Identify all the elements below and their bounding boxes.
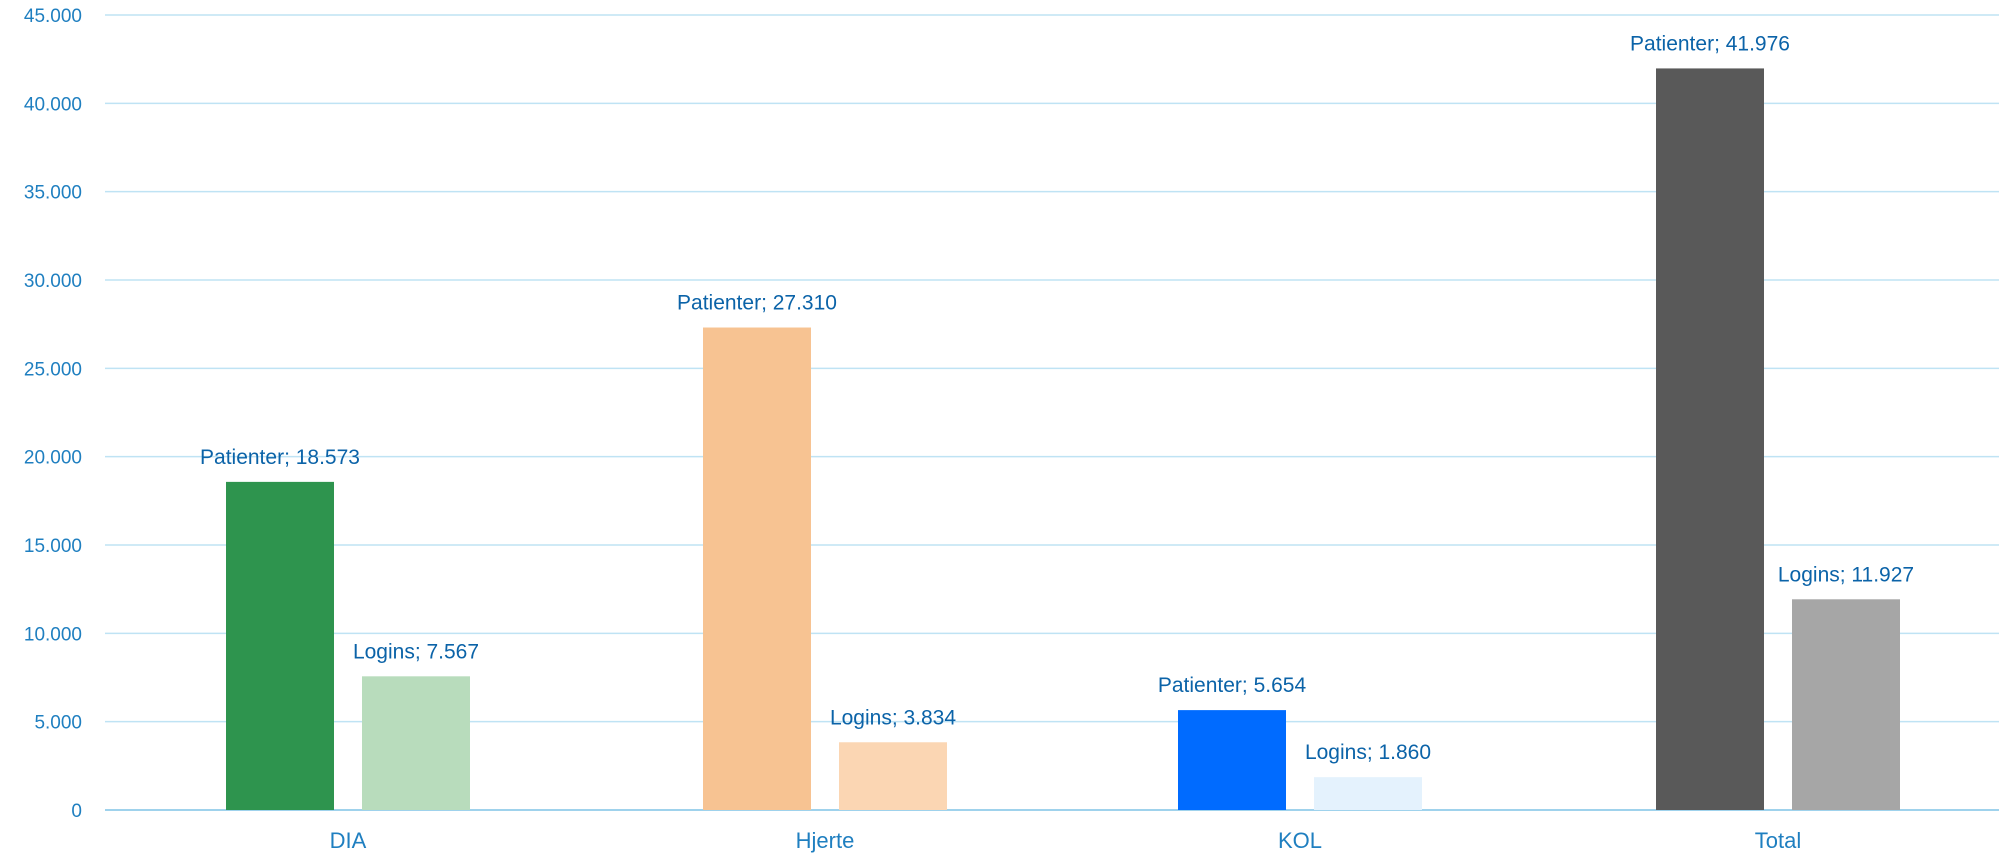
data-label-hjerte-patienter: Patienter; 27.310 — [677, 292, 837, 315]
data-label-kol-patienter: Patienter; 5.654 — [1158, 674, 1307, 697]
x-category-label-hjerte: Hjerte — [796, 828, 855, 853]
y-tick-label-8: 40.000 — [24, 94, 82, 115]
x-category-label-dia: DIA — [330, 828, 367, 853]
bar-kol-logins — [1314, 777, 1422, 810]
data-labels: Patienter; 18.573 Logins; 7.567 Patienter;… — [200, 32, 1914, 764]
y-tick-label-3: 15.000 — [24, 536, 82, 557]
y-tick-label-7: 35.000 — [24, 183, 82, 204]
bar-hjerte-patienter — [703, 327, 811, 810]
data-label-total-logins: Logins; 11.927 — [1778, 563, 1914, 586]
y-tick-label-5: 25.000 — [24, 359, 82, 380]
x-category-label-total: Total — [1755, 828, 1801, 853]
y-tick-label-2: 10.000 — [24, 624, 82, 645]
y-tick-label-6: 30.000 — [24, 271, 82, 292]
data-label-dia-logins: Logins; 7.567 — [353, 640, 479, 663]
data-label-dia-patienter: Patienter; 18.573 — [200, 446, 360, 469]
bar-dia-logins — [362, 676, 470, 810]
bar-total-patienter — [1656, 68, 1764, 810]
bar-kol-patienter — [1178, 710, 1286, 810]
bar-hjerte-logins — [839, 742, 947, 810]
x-axis-categories: DIA Hjerte KOL Total — [330, 828, 1802, 853]
bars — [226, 68, 1900, 810]
bar-dia-patienter — [226, 481, 334, 810]
y-axis-ticks: 0 5.000 10.000 15.000 20.000 25.000 30.000 35.0… — [24, 6, 82, 822]
data-label-kol-logins: Logins; 1.860 — [1305, 741, 1431, 764]
data-label-hjerte-logins: Logins; 3.834 — [830, 706, 956, 729]
data-label-total-patienter: Patienter; 41.976 — [1630, 32, 1790, 55]
y-tick-label-9: 45.000 — [24, 6, 82, 27]
bar-total-logins — [1792, 599, 1900, 810]
x-category-label-kol: KOL — [1278, 828, 1322, 853]
y-tick-label-1: 5.000 — [34, 713, 82, 734]
y-tick-label-0: 0 — [71, 801, 82, 822]
y-tick-label-4: 20.000 — [24, 448, 82, 469]
